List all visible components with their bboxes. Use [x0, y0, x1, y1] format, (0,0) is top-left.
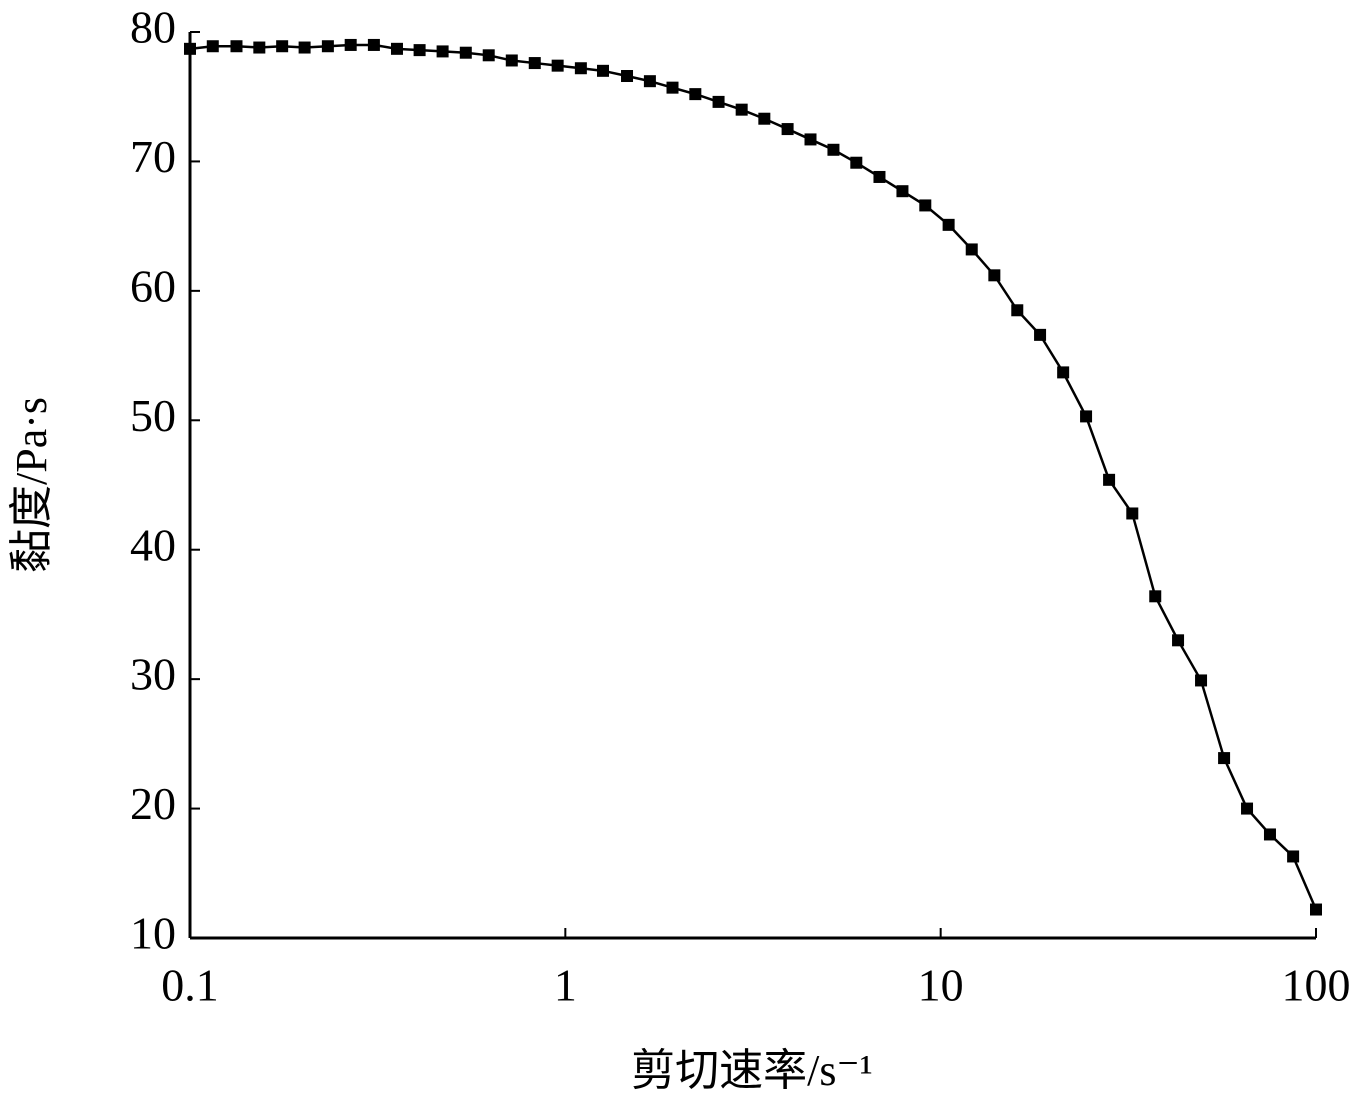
- marker: [1103, 473, 1116, 486]
- marker: [574, 62, 587, 75]
- marker: [1287, 850, 1300, 863]
- marker: [321, 40, 334, 53]
- marker: [1011, 304, 1024, 317]
- y-tick-label: 20: [130, 778, 176, 829]
- marker: [827, 143, 840, 156]
- marker: [551, 59, 564, 72]
- marker: [1149, 590, 1162, 603]
- marker: [1241, 802, 1254, 815]
- marker: [1080, 410, 1093, 423]
- x-tick-label: 1: [554, 960, 577, 1011]
- line: [189, 43, 1318, 911]
- marker: [666, 81, 679, 94]
- marker: [643, 75, 656, 88]
- marker: [390, 42, 403, 55]
- marker: [1034, 328, 1047, 341]
- marker: [230, 40, 243, 53]
- marker: [804, 133, 817, 146]
- marker: [735, 103, 748, 116]
- x-tick-label: 100: [1282, 960, 1351, 1011]
- marker: [1263, 828, 1276, 841]
- marker: [988, 269, 1001, 282]
- marker: [621, 70, 634, 83]
- x-tick-label: 10: [918, 960, 964, 1011]
- marker: [298, 41, 311, 54]
- marker: [505, 54, 518, 67]
- marker: [689, 88, 702, 101]
- marker: [758, 112, 771, 125]
- marker: [253, 41, 266, 54]
- marker: [1172, 634, 1185, 647]
- marker: [850, 156, 863, 169]
- y-tick-label: 10: [130, 908, 176, 959]
- x-tick-label: 0.1: [161, 960, 219, 1011]
- marker: [459, 46, 472, 59]
- marker: [344, 38, 357, 51]
- marker: [1218, 752, 1231, 765]
- y-tick-label: 70: [130, 131, 176, 182]
- y-axis-title: 黏度/Pa·s: [7, 397, 56, 573]
- marker: [436, 45, 449, 58]
- y-tick-label: 60: [130, 260, 176, 311]
- marker: [1126, 507, 1139, 520]
- x-axis-title: 剪切速率/s⁻¹: [631, 1046, 873, 1095]
- marker: [276, 40, 289, 53]
- marker: [1057, 366, 1070, 379]
- marker: [367, 38, 380, 51]
- marker: [528, 57, 541, 70]
- marker: [1310, 903, 1322, 916]
- marker: [184, 42, 196, 55]
- marker: [206, 40, 219, 53]
- y-tick-label: 50: [130, 390, 176, 441]
- y-tick-label: 40: [130, 519, 176, 570]
- marker: [942, 218, 955, 231]
- marker: [597, 64, 610, 77]
- y-tick-label: 30: [130, 649, 176, 700]
- marker: [712, 95, 725, 108]
- marker: [482, 49, 495, 62]
- marker: [919, 199, 932, 212]
- marker: [1195, 674, 1208, 687]
- marker: [873, 170, 886, 183]
- marker: [896, 185, 909, 198]
- y-tick-label: 80: [130, 2, 176, 53]
- marker: [965, 243, 978, 256]
- marker: [413, 44, 426, 57]
- marker: [781, 123, 794, 136]
